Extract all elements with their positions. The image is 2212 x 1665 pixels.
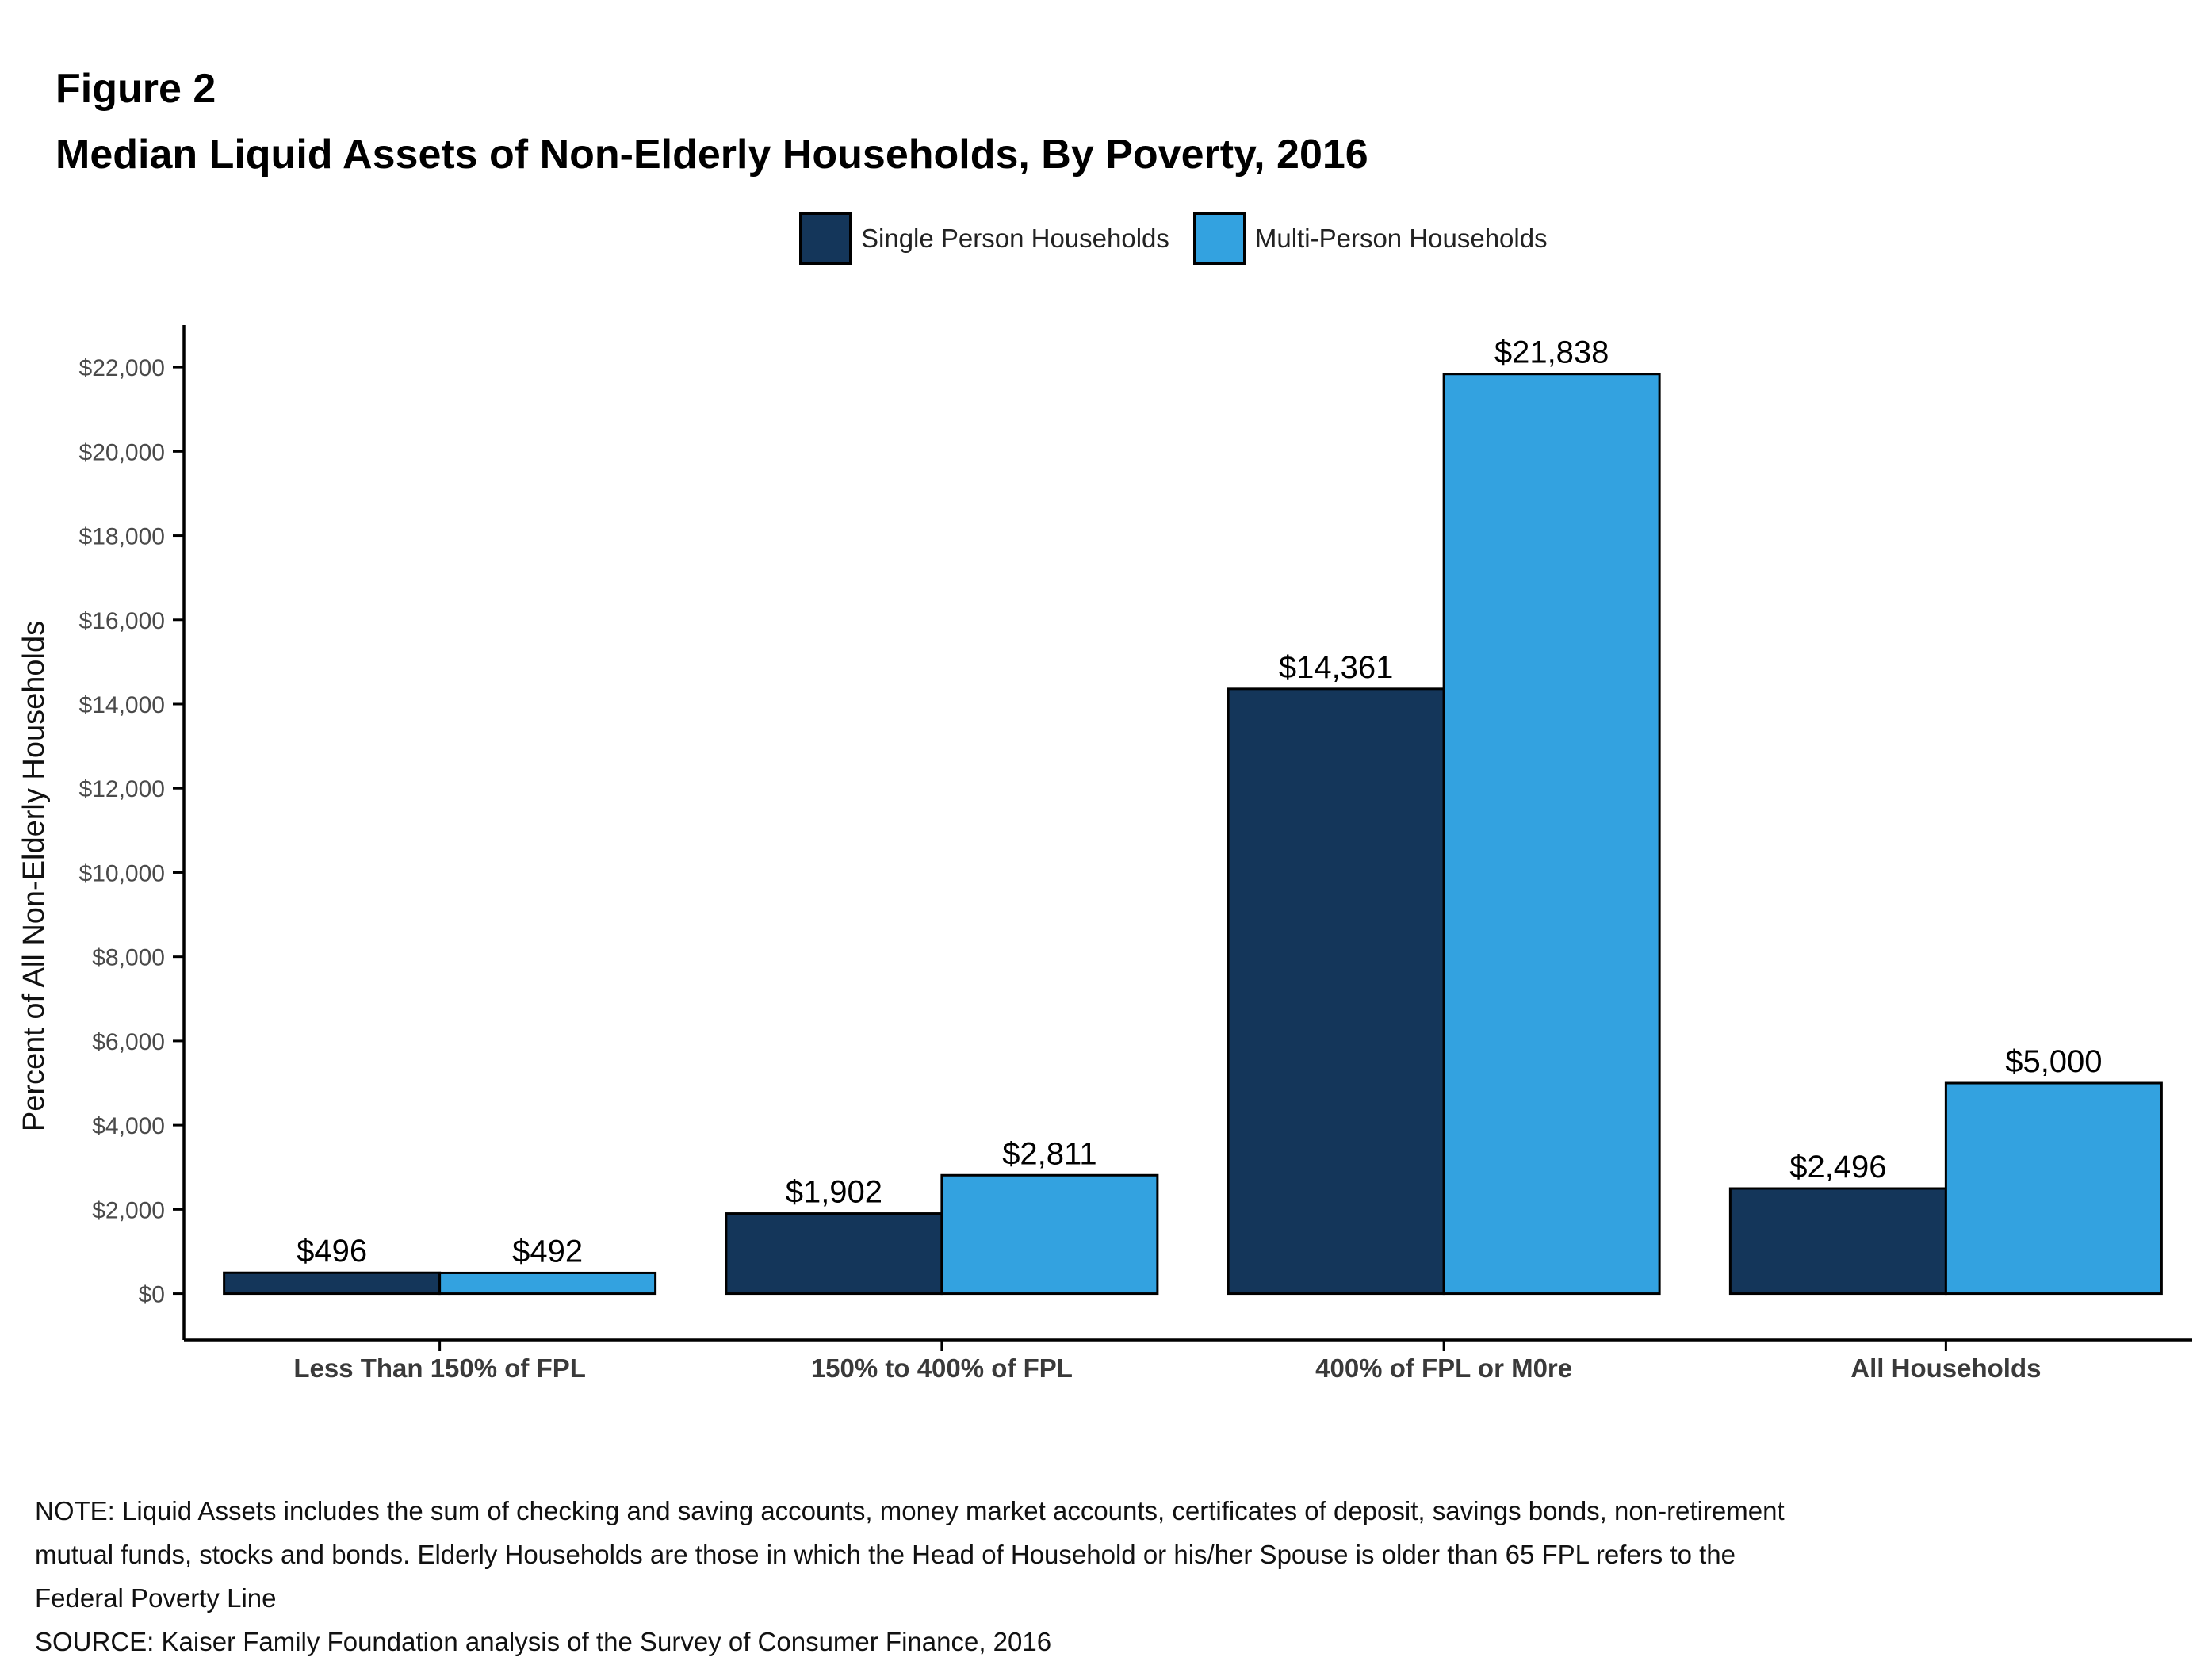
y-tick-label: $0 [139,1282,165,1308]
y-tick-label: $22,000 [79,355,165,381]
bar-chart: $0 $2,000 $4,000 $6,000 $8,000 $10,000 $12,000… [17,325,2192,1383]
figure-label: Figure 2 [55,66,216,112]
data-label: $14,361 [1279,650,1394,685]
x-tick-label: Less Than 150% of FPL [293,1353,586,1383]
data-label: $5,000 [2005,1044,2102,1079]
bar-single [223,1271,442,1296]
data-label: $21,838 [1494,335,1609,370]
note-line-1: NOTE: Liquid Assets includes the sum of … [35,1496,1785,1525]
source-line: SOURCE: Kaiser Family Foundation analysi… [35,1627,1052,1656]
legend-swatch-multi [1192,212,1246,265]
y-tick-label: $18,000 [79,524,165,550]
data-label: $1,902 [786,1175,882,1210]
y-tick-label: $6,000 [92,1029,165,1055]
bar-single [1728,1187,1947,1296]
data-label: $2,811 [1002,1136,1096,1171]
y-tick-label: $12,000 [79,776,165,802]
legend-item-multi: Multi-Person Households [1192,212,1548,265]
legend-item-single: Single Person Households [799,212,1169,265]
data-label: $496 [297,1234,367,1269]
bar-single [1227,687,1445,1296]
legend-swatch-single [799,212,852,265]
y-tick-label: $14,000 [79,692,165,718]
bar-single [725,1212,943,1296]
notes: NOTE: Liquid Assets includes the sum of … [35,1489,2096,1663]
y-axis-title: Percent of All Non-Elderly Households [17,621,51,1131]
x-tick-label: 150% to 400% of FPL [811,1353,1073,1383]
data-label: $492 [512,1234,583,1269]
y-tick-label: $2,000 [92,1197,165,1223]
bar-multi [438,1271,657,1296]
bar-multi [1442,373,1661,1296]
y-tick-label: $4,000 [92,1113,165,1139]
y-tick-label: $10,000 [79,860,165,886]
x-tick-label: 400% of FPL or M0re [1315,1353,1572,1383]
bar-multi [1944,1081,2163,1296]
bar-multi [940,1173,1159,1296]
chart-title: Median Liquid Assets of Non-Elderly Hous… [55,132,1368,178]
note-line-3: Federal Poverty Line [35,1583,277,1613]
legend-label-single: Single Person Households [861,224,1169,253]
legend-label-multi: Multi-Person Households [1254,224,1548,253]
legend: Single Person Households Multi-Person Ho… [799,211,1571,266]
y-tick-label: $8,000 [92,945,165,971]
x-tick-label: All Households [1850,1353,2041,1383]
data-label: $2,496 [1789,1150,1886,1185]
y-tick-label: $20,000 [79,439,165,465]
note-line-2: mutual funds, stocks and bonds. Elderly … [35,1540,1736,1569]
y-tick-label: $16,000 [79,608,165,634]
